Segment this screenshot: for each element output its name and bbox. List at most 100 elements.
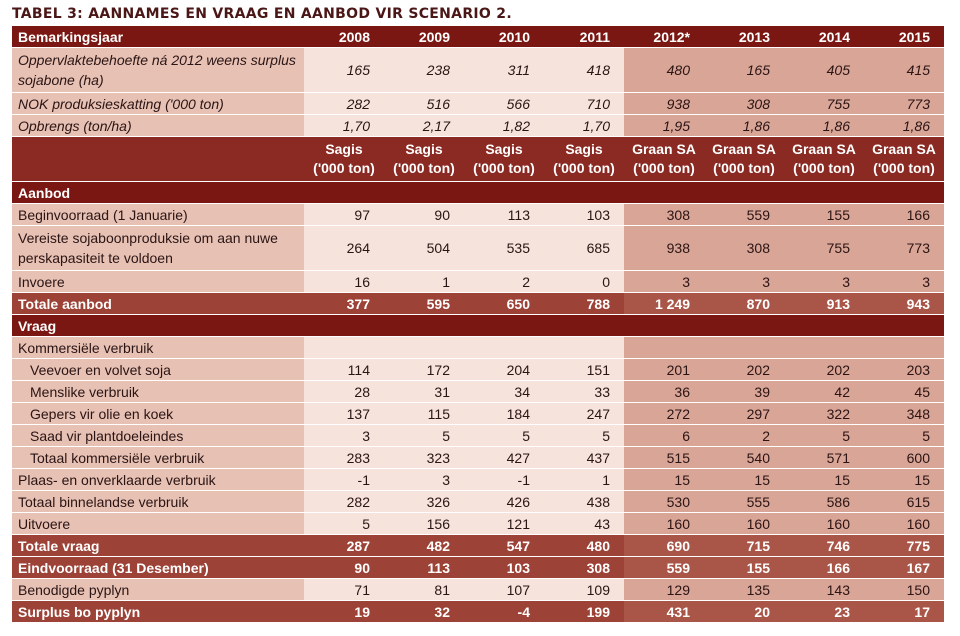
- demand-row-cell: 326: [384, 490, 464, 513]
- supply-row-cell: 308: [624, 203, 704, 226]
- demand-row-label: Totaal binnelandse verbruik: [12, 490, 304, 513]
- commercial-row-cell: 151: [544, 358, 624, 381]
- supply-row-cell: 504: [384, 225, 464, 271]
- commercial-row-cell: 348: [864, 402, 944, 425]
- table-title: TABEL 3: AANNAMES EN VRAAG EN AANBOD VIR…: [12, 6, 512, 22]
- unit-header: Graan SA ('000 ton): [864, 136, 944, 182]
- pipeline-row-cell: 109: [544, 578, 624, 601]
- commercial-row-label: Gepers vir olie en koek: [12, 402, 304, 425]
- demand-row-cell: 156: [384, 512, 464, 535]
- commercial-row-cell: 2: [704, 424, 784, 447]
- commercial-row-cell: 571: [784, 446, 864, 469]
- unit-header: Sagis ('000 ton): [464, 136, 544, 182]
- header-year: 2015: [864, 26, 944, 48]
- demand-row-cell: 160: [704, 512, 784, 535]
- commercial-row-cell: 39: [704, 380, 784, 403]
- commercial-row-cell: 45: [864, 380, 944, 403]
- demand-total-row-cell: 746: [784, 534, 864, 557]
- surplus-row-cell: 17: [864, 600, 944, 623]
- assumption-row: Oppervlaktebehoefte ná 2012 weens surplu…: [12, 47, 944, 93]
- assumption-row-cell: 308: [704, 92, 784, 115]
- unit-header: Graan SA ('000 ton): [784, 136, 864, 182]
- commercial-row-cell: 201: [624, 358, 704, 381]
- commercial-row-cell: 202: [704, 358, 784, 381]
- demand-row-cell: 530: [624, 490, 704, 513]
- unit-measure: ('000 ton): [873, 160, 935, 176]
- commercial-row-label: Menslike verbruik: [12, 380, 304, 403]
- assumption-row-cell: 516: [384, 92, 464, 115]
- supply-total-row-cell: 913: [784, 292, 864, 315]
- demand-row-cell: 3: [384, 468, 464, 491]
- unit-measure: ('000 ton): [473, 160, 535, 176]
- demand-total-row-label: Totale vraag: [12, 534, 304, 557]
- supply-total-row-cell: 788: [544, 292, 624, 315]
- supply-row-cell: 166: [864, 203, 944, 226]
- assumption-row-label: NOK produksieskatting ('000 ton): [12, 92, 304, 115]
- unit-source: Sagis: [565, 141, 603, 157]
- assumption-row-cell: 311: [464, 47, 544, 93]
- commercial-row-cell: 36: [624, 380, 704, 403]
- assumption-row-cell: 755: [784, 92, 864, 115]
- unit-source: Sagis: [325, 141, 363, 157]
- supply-row-cell: 938: [624, 225, 704, 271]
- supply-row-cell: 16: [304, 270, 384, 293]
- unit-source: Graan SA: [712, 141, 776, 157]
- demand-row-cell: -1: [304, 468, 384, 491]
- commercial-row: Gepers vir olie en koek 137 115 184 247 272 29…: [12, 402, 944, 425]
- commercial-heading: Kommersiële verbruik: [12, 336, 304, 359]
- supply-row-cell: 3: [784, 270, 864, 293]
- commercial-row-label: Saad vir plantdoeleindes: [12, 424, 304, 447]
- assumption-row-cell: 418: [544, 47, 624, 93]
- supply-row: Beginvoorraad (1 Januarie) 97 90 113 103 308 5…: [12, 203, 944, 226]
- unit-source: Sagis: [405, 141, 443, 157]
- assumption-row-cell: 405: [784, 47, 864, 93]
- demand-row-cell: 282: [304, 490, 384, 513]
- supply-row-cell: 103: [544, 203, 624, 226]
- supply-row-cell: 113: [464, 203, 544, 226]
- demand-row-cell: 160: [784, 512, 864, 535]
- unit-header: Sagis ('000 ton): [304, 136, 384, 182]
- empty-cell: [624, 336, 704, 359]
- pipeline-row-cell: 107: [464, 578, 544, 601]
- demand-row-cell: 15: [624, 468, 704, 491]
- header-year: 2014: [784, 26, 864, 48]
- empty-cell: [704, 336, 784, 359]
- commercial-row-cell: 204: [464, 358, 544, 381]
- commercial-row-cell: 5: [784, 424, 864, 447]
- pipeline-row-cell: 143: [784, 578, 864, 601]
- commercial-row-label: Veevoer en volvet soja: [12, 358, 304, 381]
- empty-cell: [544, 336, 624, 359]
- header-year: 2011: [544, 26, 624, 48]
- supply-row-cell: 3: [624, 270, 704, 293]
- header-year: 2009: [384, 26, 464, 48]
- supply-row-cell: 773: [864, 225, 944, 271]
- supply-total-row-label: Totale aanbod: [12, 292, 304, 315]
- supply-section-label: Aanbod: [12, 181, 944, 204]
- empty-cell: [784, 336, 864, 359]
- demand-row-cell: -1: [464, 468, 544, 491]
- commercial-row-cell: 115: [384, 402, 464, 425]
- commercial-row-cell: 515: [624, 446, 704, 469]
- commercial-row-cell: 33: [544, 380, 624, 403]
- commercial-row-cell: 427: [464, 446, 544, 469]
- supply-total-row-cell: 650: [464, 292, 544, 315]
- pipeline-row-cell: 135: [704, 578, 784, 601]
- demand-row: Plaas- en onverklaarde verbruik -1 3 -1 1 15 1…: [12, 468, 944, 491]
- commercial-row-cell: 3: [304, 424, 384, 447]
- supply-total-row: Totale aanbod 377 595 650 788 1 249 870 913 943: [12, 292, 944, 315]
- commercial-row-cell: 42: [784, 380, 864, 403]
- pipeline-row-cell: 129: [624, 578, 704, 601]
- empty-cell: [864, 336, 944, 359]
- supply-row-cell: 755: [784, 225, 864, 271]
- supply-row-cell: 90: [384, 203, 464, 226]
- surplus-row-cell: 431: [624, 600, 704, 623]
- demand-row-cell: 121: [464, 512, 544, 535]
- commercial-row-cell: 297: [704, 402, 784, 425]
- assumption-row-cell: 1,86: [864, 114, 944, 137]
- assumption-row-cell: 282: [304, 92, 384, 115]
- supply-row-cell: 685: [544, 225, 624, 271]
- assumption-row-cell: 415: [864, 47, 944, 93]
- commercial-row-cell: 34: [464, 380, 544, 403]
- unit-source: Sagis: [485, 141, 523, 157]
- commercial-row-label: Totaal kommersiële verbruik: [12, 446, 304, 469]
